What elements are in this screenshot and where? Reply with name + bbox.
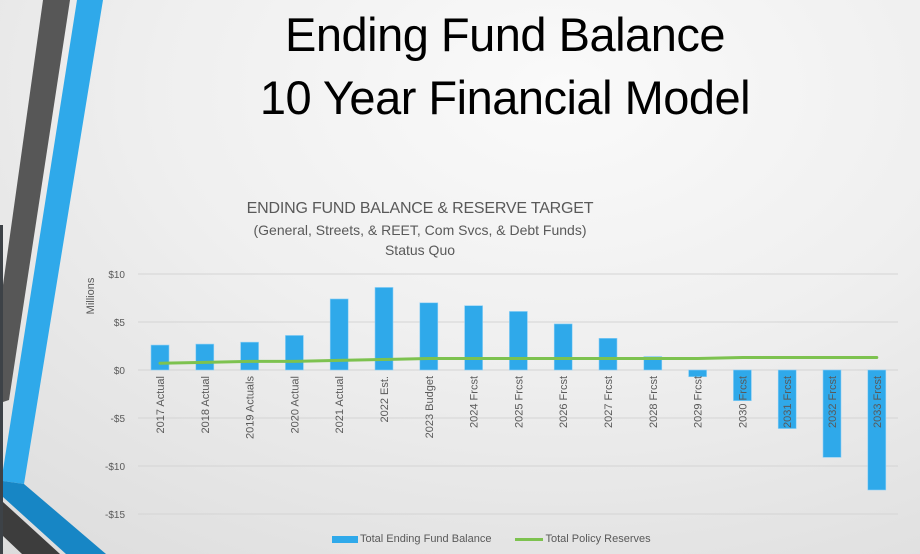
- bar: [867, 369, 887, 491]
- x-category-label: 2030 Frcst: [737, 376, 749, 428]
- x-axis-category-labels: 2017 Actual 2018 Actual 2019 Actuals 2020 A…: [155, 376, 884, 439]
- x-category-label: 2018 Actual: [200, 376, 212, 434]
- y-axis-ticks: $10 $5 $0 -$5 -$10 -$15: [105, 270, 125, 521]
- x-category-label: 2021 Actual: [334, 376, 346, 434]
- x-category-label: 2028 Frcst: [648, 376, 660, 428]
- legend-label: Total Ending Fund Balance: [360, 533, 492, 545]
- legend-item-total-policy-reserves: Total Policy Reserves: [515, 533, 651, 545]
- bar: [777, 369, 797, 429]
- legend-item-total-ending-fund-balance: Total Ending Fund Balance: [332, 533, 491, 545]
- bar: [553, 323, 573, 371]
- bar: [195, 343, 215, 371]
- chart-title: ENDING FUND BALANCE & RESERVE TARGET: [246, 200, 594, 217]
- y-tick-label: -$15: [105, 510, 125, 521]
- bar: [285, 335, 304, 371]
- y-tick-label: -$5: [111, 414, 126, 425]
- x-category-label: 2019 Actuals: [245, 376, 257, 439]
- x-category-label: 2033 Frcst: [872, 376, 884, 428]
- x-category-label: 2031 Frcst: [782, 376, 794, 428]
- bar: [598, 338, 618, 371]
- legend-label: Total Policy Reserves: [545, 533, 651, 545]
- y-tick-label: -$10: [105, 462, 125, 473]
- chart-scenario-label: Status Quo: [384, 242, 456, 258]
- x-category-label: 2023 Budget: [424, 376, 436, 438]
- y-tick-label: $5: [114, 318, 126, 329]
- x-category-label: 2026 Frcst: [558, 376, 570, 428]
- gridlines: [138, 273, 898, 515]
- line-series-total-policy-reserves: [158, 356, 879, 365]
- bar: [733, 369, 752, 402]
- y-axis-label: Millions: [85, 277, 97, 314]
- bar: [329, 298, 349, 371]
- slide-title-line-2: 10 Year Financial Model: [259, 71, 751, 124]
- bar: [509, 311, 528, 371]
- x-category-label: 2032 Frcst: [827, 376, 839, 428]
- x-category-label: 2025 Frcst: [513, 376, 525, 428]
- chart-subtitle: (General, Streets, & REET, Com Svcs, & D…: [253, 222, 587, 238]
- x-category-label: 2017 Actual: [155, 376, 167, 434]
- bar: [464, 305, 483, 371]
- chart-legend: Total Ending Fund Balance Total Policy R…: [332, 533, 675, 545]
- bar: [240, 341, 259, 371]
- bar: [374, 287, 394, 371]
- y-tick-label: $0: [114, 366, 126, 377]
- bar-swatch-icon: [332, 535, 358, 543]
- bar: [419, 302, 439, 371]
- slide-title-line-1: Ending Fund Balance: [285, 8, 725, 61]
- bar: [822, 369, 842, 458]
- bar: [688, 369, 707, 378]
- x-category-label: 2020 Actual: [289, 376, 301, 434]
- x-category-label: 2027 Frcst: [603, 376, 615, 428]
- x-category-label: 2029 Frcst: [693, 376, 705, 428]
- bar: [150, 344, 170, 371]
- y-tick-label: $10: [108, 270, 125, 281]
- line-swatch-icon: [515, 537, 544, 541]
- x-category-label: 2024 Frcst: [469, 376, 481, 428]
- x-category-label: 2022 Est.: [379, 376, 391, 422]
